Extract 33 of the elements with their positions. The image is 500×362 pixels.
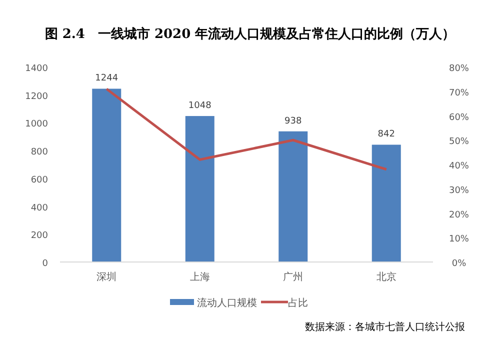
y-tick-label: 1000: [25, 120, 48, 130]
y-tick-label: 800: [30, 148, 48, 158]
y-tick-label: 1400: [25, 64, 48, 74]
y2-tick-label: 30%: [448, 186, 470, 196]
y-tick-label: 400: [30, 203, 48, 214]
source-note: 数据来源：各城市七普人口统计公报: [305, 321, 465, 333]
y-tick-label: 200: [30, 231, 48, 242]
bar: [92, 88, 122, 262]
data-label: 842: [378, 130, 395, 140]
y2-tick-label: 20%: [448, 210, 470, 220]
x-tick-label: 北京: [376, 271, 396, 283]
y-tick-label: 0: [42, 259, 48, 269]
data-label: 938: [284, 116, 302, 126]
x-tick-label: 上海: [190, 271, 210, 283]
bar: [185, 116, 214, 262]
y2-tick-label: 80%: [448, 64, 470, 74]
data-label: 1244: [95, 74, 118, 84]
legend-label: 占比: [288, 297, 308, 309]
y2-tick-label: 40%: [448, 162, 470, 172]
x-tick-label: 深圳: [96, 271, 117, 283]
y2-tick-label: 10%: [448, 234, 470, 245]
bar: [372, 144, 401, 262]
bar: [278, 131, 308, 262]
y-tick-label: 1200: [25, 92, 48, 102]
y2-tick-label: 50%: [448, 137, 470, 148]
y2-tick-label: 60%: [448, 112, 470, 123]
legend-label: 流动人口规模: [197, 297, 257, 309]
x-tick-label: 广州: [283, 271, 304, 283]
y2-tick-label: 0%: [452, 259, 467, 269]
y-tick-label: 600: [30, 175, 48, 186]
data-label: 1048: [188, 101, 212, 112]
y2-tick-label: 70%: [448, 88, 470, 98]
chart-title: 图 2.4 一线城市 2020 年流动人口规模及占常住人口的比例（万人）: [44, 26, 456, 42]
